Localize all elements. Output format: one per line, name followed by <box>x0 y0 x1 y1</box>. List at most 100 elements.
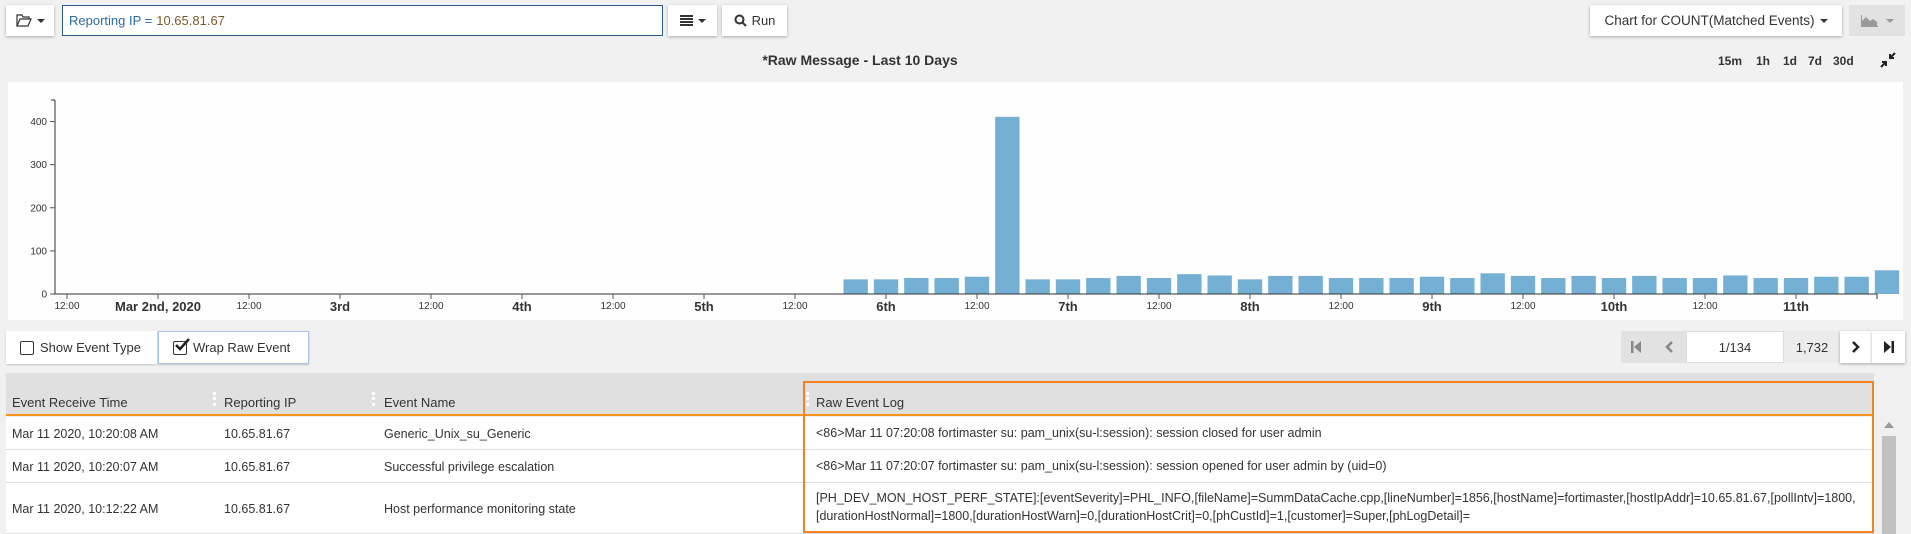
bar <box>1874 270 1900 294</box>
run-button[interactable]: Run <box>722 5 787 36</box>
cell-raw-log: [PH_DEV_MON_HOST_PERF_STATE]:[eventSever… <box>816 491 1856 523</box>
bar <box>1692 278 1718 294</box>
last-page-icon <box>1883 341 1894 353</box>
scroll-up-icon[interactable] <box>1884 422 1894 428</box>
bar <box>1450 278 1475 294</box>
x-tick-label: 8th <box>1240 299 1260 314</box>
x-tick-label: 7th <box>1058 299 1078 314</box>
time-range-30d[interactable]: 30d <box>1833 54 1854 68</box>
column-header-time[interactable]: Event Receive Time <box>12 395 128 410</box>
column-header-reporting-ip[interactable]: Reporting IP <box>224 395 297 410</box>
x-tick-label: 3rd <box>330 299 350 314</box>
x-tick-label: 12:00 <box>54 301 79 312</box>
column-resize-handle[interactable] <box>213 392 216 406</box>
x-tick-label: 9th <box>1422 299 1442 314</box>
bar <box>1510 275 1536 294</box>
search-icon <box>734 14 747 27</box>
chevron-down-icon <box>697 18 706 23</box>
cell-event-name: Successful privilege escalation <box>384 460 555 474</box>
time-range-15m[interactable]: 15m <box>1718 54 1743 68</box>
cell-time: Mar 11 2020, 10:12:22 AM <box>12 502 159 516</box>
previous-page-button[interactable] <box>1651 331 1686 363</box>
query-input[interactable]: Reporting IP = 10.65.81.67 <box>62 5 663 36</box>
chart-for-label: Chart for COUNT(Matched Events) <box>1604 13 1815 28</box>
bar <box>1237 279 1263 294</box>
x-tick-label: 12:00 <box>1328 301 1353 312</box>
bar <box>1207 275 1232 294</box>
highlight-box <box>803 381 1874 533</box>
bar <box>934 278 959 294</box>
show-event-type-checkbox[interactable]: Show Event Type <box>6 331 157 364</box>
checkbox-checked-icon <box>173 337 190 355</box>
bar <box>1389 278 1414 294</box>
first-page-button[interactable] <box>1621 331 1651 363</box>
bar <box>1814 276 1839 294</box>
compress-icon[interactable] <box>1880 52 1896 68</box>
x-tick-label: 11th <box>1783 299 1809 314</box>
area-chart-icon <box>1860 14 1878 27</box>
show-event-type-label: Show Event Type <box>40 340 141 355</box>
folder-open-icon <box>15 14 32 27</box>
chart-panel: 0 100 200 300 400 12:00 Mar 2nd, 2020 12:00 3rd 1… <box>8 82 1903 320</box>
y-tick-label: 100 <box>30 246 47 257</box>
wrap-raw-event-checkbox[interactable]: Wrap Raw Event <box>158 331 309 364</box>
cell-time: Mar 11 2020, 10:20:08 AM <box>12 427 159 441</box>
bar-chart: 0 100 200 300 400 12:00 Mar 2nd, 2020 12:00 3rd 1… <box>30 99 1900 314</box>
cell-raw-log: <86>Mar 11 07:20:07 fortimaster su: pam_… <box>816 459 1387 473</box>
scrollbar-thumb[interactable] <box>1882 436 1896 534</box>
x-tick-label: 6th <box>876 299 896 314</box>
bar <box>1086 278 1111 294</box>
bar <box>1328 278 1354 294</box>
query-attribute: Reporting IP = <box>69 13 153 28</box>
display-fields-button[interactable] <box>668 5 717 36</box>
bar <box>843 279 868 294</box>
checkbox-unchecked-icon <box>20 340 34 355</box>
x-tick-label: 5th <box>694 299 714 314</box>
bar <box>1723 275 1748 294</box>
y-tick-label: 200 <box>30 203 47 214</box>
folder-menu-button[interactable] <box>6 5 54 36</box>
cell-ip: 10.65.81.67 <box>224 502 291 516</box>
y-tick-label: 0 <box>41 290 47 301</box>
bar <box>1298 275 1323 294</box>
table-header: Event Receive Time Reporting IP Event Na… <box>6 373 1874 416</box>
x-tick-label: 10th <box>1601 299 1628 314</box>
bar <box>1146 278 1172 294</box>
next-page-button[interactable] <box>1840 331 1872 363</box>
time-range-1h[interactable]: 1h <box>1756 54 1771 68</box>
chevron-left-icon <box>1664 341 1673 353</box>
bar <box>1571 275 1596 294</box>
page-input[interactable]: 1/134 <box>1686 331 1784 363</box>
column-resize-handle[interactable] <box>806 392 809 406</box>
bar <box>904 278 929 294</box>
table-row[interactable]: Mar 11 2020, 10:20:08 AM 10.65.81.67 Gen… <box>6 417 1874 450</box>
chart-type-button[interactable] <box>1849 5 1905 36</box>
total-count: 1,732 <box>1784 331 1840 363</box>
last-page-button[interactable] <box>1872 331 1905 363</box>
time-range-7d[interactable]: 7d <box>1808 54 1823 68</box>
bar <box>1177 274 1202 294</box>
table-row[interactable]: Mar 11 2020, 10:20:07 AM 10.65.81.67 Suc… <box>6 450 1874 483</box>
cell-time: Mar 11 2020, 10:20:07 AM <box>12 460 159 474</box>
chart-for-dropdown[interactable]: Chart for COUNT(Matched Events) <box>1590 5 1842 36</box>
cell-ip: 10.65.81.67 <box>224 460 291 474</box>
bar <box>1419 276 1445 294</box>
vertical-scrollbar[interactable] <box>1874 416 1904 534</box>
list-icon <box>679 15 693 26</box>
bar <box>1601 278 1627 294</box>
time-range-1d[interactable]: 1d <box>1783 54 1798 68</box>
cell-raw-log: <86>Mar 11 07:20:08 fortimaster su: pam_… <box>816 426 1322 440</box>
bar <box>1844 276 1869 294</box>
x-tick-label: 4th <box>512 299 532 314</box>
bar <box>1055 279 1081 294</box>
column-resize-handle[interactable] <box>372 392 375 406</box>
column-header-event-name[interactable]: Event Name <box>384 395 456 410</box>
chart-title: *Raw Message - Last 10 Days <box>762 52 958 68</box>
table-row[interactable]: Mar 11 2020, 10:12:22 AM 10.65.81.67 Hos… <box>6 483 1874 534</box>
bar <box>1783 278 1809 294</box>
first-page-icon <box>1631 341 1641 353</box>
bar <box>1632 275 1657 294</box>
column-header-raw-event-log[interactable]: Raw Event Log <box>816 395 905 410</box>
chevron-down-icon <box>1885 18 1894 23</box>
chevron-right-icon <box>1852 341 1860 353</box>
